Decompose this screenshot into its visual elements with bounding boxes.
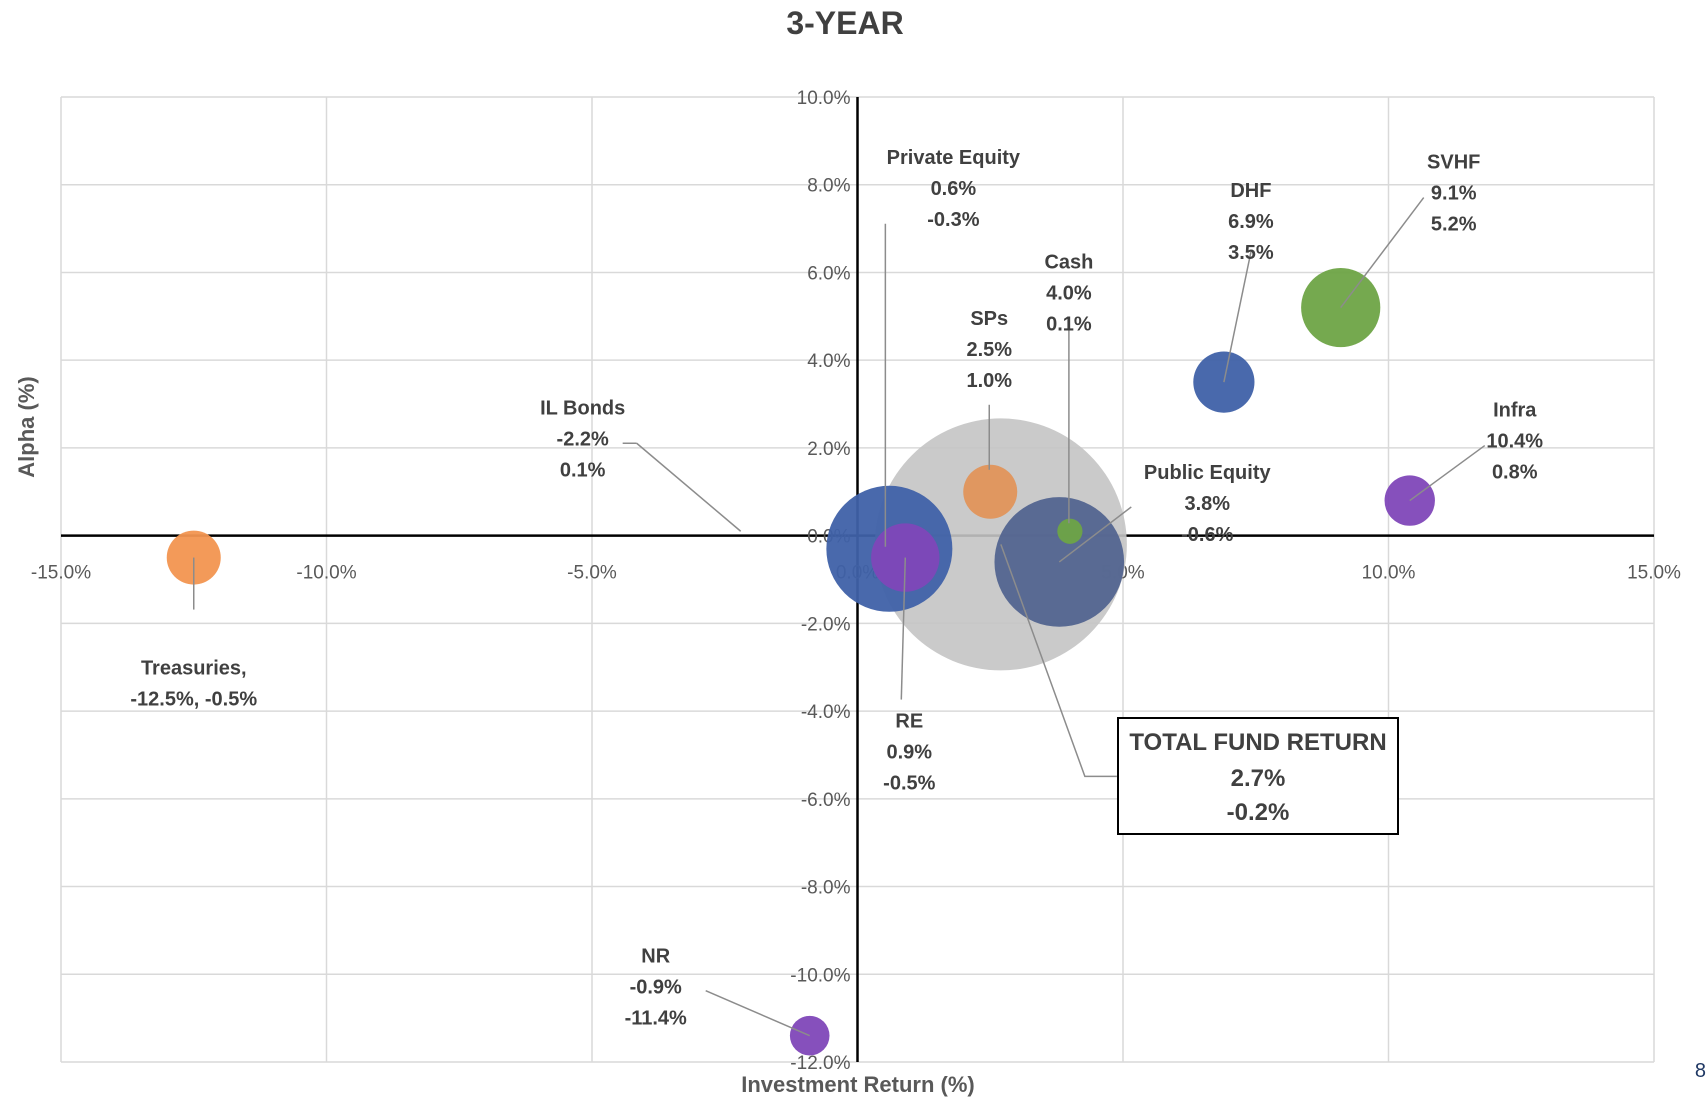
y-tick-label: 2.0%	[807, 439, 850, 460]
label-cash: 0.1%	[1046, 313, 1092, 335]
label-svhf: 5.2%	[1431, 214, 1477, 236]
y-tick-label: 6.0%	[807, 263, 850, 284]
total-fund-return-box: TOTAL FUND RETURN 2.7% -0.2%	[1117, 717, 1399, 835]
label-infra: 0.8%	[1492, 462, 1538, 484]
x-tick-label: -5.0%	[567, 563, 617, 584]
x-tick-label: 15.0%	[1627, 563, 1681, 584]
label-dhf: 3.5%	[1228, 242, 1274, 264]
chart-title: 3-YEAR	[786, 5, 903, 41]
leader-nr	[705, 989, 811, 1037]
label-nr: -0.9%	[630, 977, 682, 999]
y-tick-label: -4.0%	[801, 702, 851, 723]
leader-lines	[193, 197, 1486, 1037]
label-il-bonds: -2.2%	[557, 428, 609, 450]
label-re: -0.5%	[883, 773, 935, 795]
label-re: 0.9%	[886, 742, 932, 764]
label-cash: Cash	[1044, 251, 1093, 273]
label-treasuries: Treasuries,	[141, 658, 247, 680]
y-tick-label: -2.0%	[801, 614, 851, 635]
x-axis-title: Investment Return (%)	[741, 1072, 974, 1097]
label-cash: 4.0%	[1046, 282, 1092, 304]
label-svhf: SVHF	[1427, 152, 1480, 174]
leader-public-equity	[1058, 506, 1132, 563]
bubbles	[166, 267, 1435, 1056]
label-nr: NR	[641, 946, 670, 968]
y-tick-label: 8.0%	[807, 176, 850, 197]
label-dhf: DHF	[1230, 180, 1271, 202]
label-infra: Infra	[1493, 400, 1537, 422]
y-tick-label: 4.0%	[807, 351, 850, 372]
total-fund-return-y: -0.2%	[1227, 799, 1290, 826]
leader-infra	[1409, 444, 1486, 502]
tick-labels: -15.0%-10.0%-5.0%0.0%5.0%10.0%15.0%-12.0…	[31, 88, 1681, 1074]
leader-svhf	[1340, 197, 1425, 308]
y-axis-title: Alpha (%)	[14, 376, 39, 477]
x-tick-label: -15.0%	[31, 563, 91, 584]
page-number: 8	[1694, 1060, 1706, 1082]
label-dhf: 6.9%	[1228, 211, 1274, 233]
leader-il-bonds	[636, 442, 742, 532]
leader-re	[900, 557, 907, 700]
x-tick-label: -10.0%	[296, 563, 356, 584]
total-fund-return-title: TOTAL FUND RETURN	[1129, 729, 1386, 756]
label-il-bonds: IL Bonds	[540, 397, 625, 419]
label-nr: -11.4%	[625, 1008, 687, 1030]
y-tick-label: -8.0%	[801, 878, 851, 899]
leader-total-fund	[1000, 544, 1117, 778]
bubble-sps	[963, 464, 1018, 519]
y-tick-label: -10.0%	[790, 965, 850, 986]
data-labels: Private Equity 0.6% -0.3% Public Equity 3.8%…	[130, 147, 1543, 1030]
leader-dhf	[1223, 251, 1252, 383]
y-tick-label: 10.0%	[797, 88, 851, 109]
label-treasuries: -12.5%, -0.5%	[130, 689, 257, 711]
label-infra: 10.4%	[1486, 431, 1543, 453]
label-il-bonds: 0.1%	[560, 459, 606, 481]
label-re: RE	[895, 711, 923, 733]
x-tick-label: 10.0%	[1362, 563, 1416, 584]
label-private-equity: 0.6%	[931, 178, 977, 200]
label-private-equity: Private Equity	[887, 147, 1021, 169]
label-public-equity: -0.6%	[1181, 524, 1233, 546]
label-sps: SPs	[970, 308, 1008, 330]
label-public-equity: 3.8%	[1184, 493, 1230, 515]
y-tick-label: -6.0%	[801, 790, 851, 811]
label-sps: 2.5%	[966, 339, 1012, 361]
label-private-equity: -0.3%	[927, 209, 979, 231]
total-fund-return-x: 2.7%	[1231, 765, 1286, 792]
total-fund-return-frame	[1117, 717, 1399, 835]
bubble-cash	[1057, 518, 1083, 544]
y-tick-label: -12.0%	[790, 1053, 850, 1074]
label-public-equity: Public Equity	[1144, 462, 1272, 484]
label-svhf: 9.1%	[1431, 183, 1477, 205]
label-sps: 1.0%	[966, 370, 1012, 392]
